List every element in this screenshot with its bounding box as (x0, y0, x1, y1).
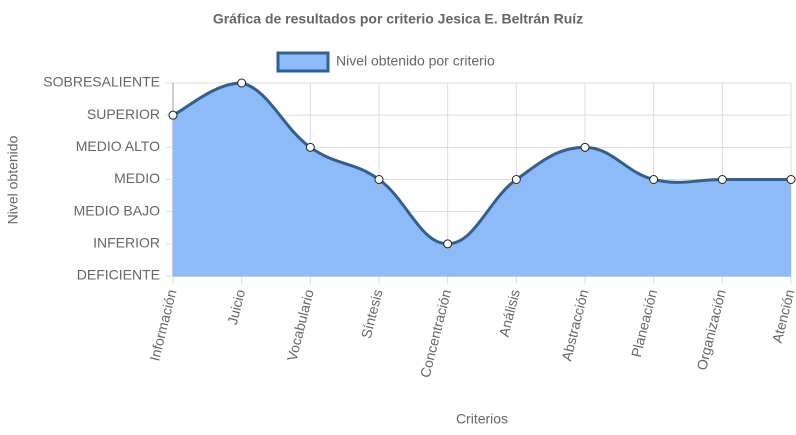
data-point (237, 78, 247, 88)
legend-swatch (276, 51, 330, 73)
x-tick-label: Información (146, 288, 179, 363)
y-axis-title: Nivel obtenido (5, 135, 21, 224)
chart-title: Gráfica de resultados por criterio Jesic… (213, 11, 583, 27)
y-tick-label: SUPERIOR (87, 106, 160, 122)
x-tick-label: Análisis (496, 288, 523, 339)
y-tick-label: MEDIO BAJO (74, 202, 160, 218)
data-point (443, 239, 453, 249)
data-point (649, 175, 659, 184)
data-point (717, 175, 727, 184)
data-point (511, 175, 521, 184)
y-tick-label: INFERIOR (93, 235, 160, 251)
y-tick-label: SOBRESALIENTE (43, 74, 160, 90)
legend-label: Nivel obtenido por criterio (336, 53, 495, 69)
data-point (786, 175, 796, 184)
x-tick-label: Síntesis (358, 288, 386, 340)
data-point (305, 142, 315, 152)
x-tick-label: Organización (693, 288, 728, 372)
x-tick-label: Abstracción (558, 288, 591, 363)
x-tick-label: Planeación (628, 288, 660, 359)
y-tick-label: DEFICIENTE (77, 267, 160, 283)
y-tick-label: MEDIO (114, 170, 160, 186)
data-point (168, 110, 178, 120)
area-fill (173, 83, 791, 276)
x-tick-label: Concentración (417, 288, 454, 379)
y-tick-label: MEDIO ALTO (76, 138, 160, 154)
x-tick-label: Vocabulario (284, 288, 317, 363)
data-point (374, 175, 384, 184)
x-tick-label: Juicio (224, 288, 248, 327)
data-point (580, 142, 590, 152)
x-tick-label: Atención (769, 288, 796, 345)
x-axis-title: Criterios (456, 411, 508, 427)
line (172, 81, 791, 246)
